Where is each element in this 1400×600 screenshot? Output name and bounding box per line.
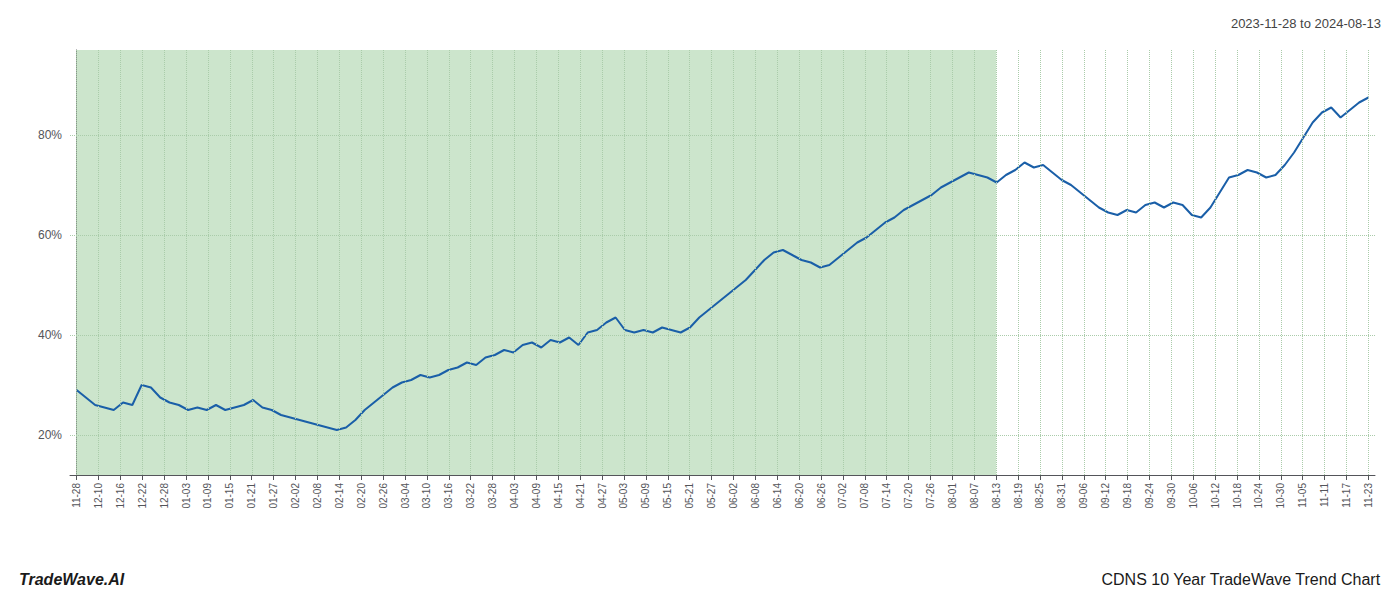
svg-text:01-03: 01-03	[181, 483, 192, 509]
svg-text:02-02: 02-02	[290, 483, 301, 509]
svg-text:11-05: 11-05	[1297, 483, 1308, 508]
svg-text:10-30: 10-30	[1275, 483, 1286, 509]
svg-text:2023-11-28 to 2024-08-13: 2023-11-28 to 2024-08-13	[1231, 16, 1381, 31]
svg-text:07-14: 07-14	[881, 483, 892, 509]
svg-text:08-31: 08-31	[1056, 483, 1067, 509]
svg-text:06-02: 06-02	[728, 483, 739, 509]
svg-text:01-09: 01-09	[202, 483, 213, 509]
svg-text:20%: 20%	[38, 428, 62, 442]
svg-text:03-04: 03-04	[400, 483, 411, 509]
svg-text:01-15: 01-15	[224, 483, 235, 509]
svg-text:08-25: 08-25	[1034, 483, 1045, 509]
svg-text:04-27: 04-27	[597, 483, 608, 509]
svg-text:09-24: 09-24	[1144, 483, 1155, 509]
svg-text:05-03: 05-03	[618, 483, 629, 509]
svg-text:12-10: 12-10	[93, 483, 104, 509]
svg-text:11-23: 11-23	[1363, 483, 1374, 508]
svg-text:TradeWave.AI: TradeWave.AI	[19, 571, 125, 588]
svg-text:05-21: 05-21	[684, 483, 695, 509]
svg-text:03-10: 03-10	[421, 483, 432, 509]
svg-text:09-30: 09-30	[1166, 483, 1177, 509]
svg-text:07-02: 07-02	[837, 483, 848, 509]
svg-text:05-15: 05-15	[662, 483, 673, 509]
svg-text:10-06: 10-06	[1188, 483, 1199, 509]
svg-text:02-26: 02-26	[378, 483, 389, 509]
svg-text:06-14: 06-14	[772, 483, 783, 509]
svg-text:03-22: 03-22	[465, 483, 476, 509]
svg-text:10-24: 10-24	[1253, 483, 1264, 509]
svg-text:10-18: 10-18	[1232, 483, 1243, 509]
svg-text:09-06: 09-06	[1078, 483, 1089, 509]
svg-text:80%: 80%	[38, 128, 62, 142]
svg-text:CDNS 10 Year TradeWave Trend C: CDNS 10 Year TradeWave Trend Chart	[1101, 571, 1380, 588]
svg-text:03-28: 03-28	[487, 483, 498, 509]
svg-text:06-08: 06-08	[750, 483, 761, 509]
svg-text:40%: 40%	[38, 328, 62, 342]
svg-text:60%: 60%	[38, 228, 62, 242]
svg-text:12-16: 12-16	[115, 483, 126, 509]
svg-text:04-15: 04-15	[553, 483, 564, 509]
svg-text:08-01: 08-01	[947, 483, 958, 509]
svg-text:08-19: 08-19	[1013, 483, 1024, 509]
svg-text:10-12: 10-12	[1210, 483, 1221, 509]
svg-text:07-20: 07-20	[903, 483, 914, 509]
svg-text:07-26: 07-26	[925, 483, 936, 509]
svg-text:08-07: 08-07	[969, 483, 980, 509]
svg-text:09-18: 09-18	[1122, 483, 1133, 509]
svg-text:01-21: 01-21	[246, 483, 257, 509]
svg-text:03-16: 03-16	[443, 483, 454, 509]
svg-text:04-03: 04-03	[509, 483, 520, 509]
svg-text:11-28: 11-28	[71, 483, 82, 508]
svg-text:02-08: 02-08	[312, 483, 323, 509]
svg-text:02-14: 02-14	[334, 483, 345, 509]
svg-text:04-09: 04-09	[531, 483, 542, 509]
svg-text:05-09: 05-09	[640, 483, 651, 509]
svg-text:01-27: 01-27	[268, 483, 279, 509]
svg-text:12-28: 12-28	[159, 483, 170, 509]
svg-text:11-17: 11-17	[1341, 483, 1352, 508]
svg-text:11-11: 11-11	[1319, 483, 1330, 508]
svg-text:04-21: 04-21	[575, 483, 586, 509]
svg-text:12-22: 12-22	[137, 483, 148, 509]
svg-text:06-20: 06-20	[794, 483, 805, 509]
svg-text:05-27: 05-27	[706, 483, 717, 509]
svg-text:08-13: 08-13	[991, 483, 1002, 509]
svg-text:07-08: 07-08	[859, 483, 870, 509]
svg-text:06-26: 06-26	[816, 483, 827, 509]
svg-text:02-20: 02-20	[356, 483, 367, 509]
svg-text:09-12: 09-12	[1100, 483, 1111, 509]
